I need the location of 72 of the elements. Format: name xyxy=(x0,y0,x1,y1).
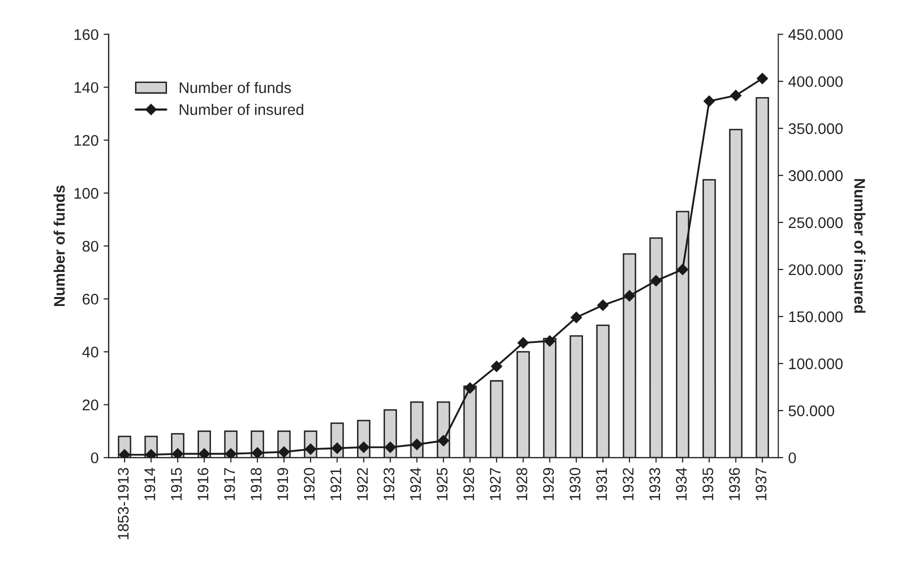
y-tick-label: 0 xyxy=(90,452,98,464)
x-tick-label: 1922 xyxy=(357,468,368,500)
x-tick-label: 1927 xyxy=(490,468,501,500)
point xyxy=(570,312,582,324)
x-tick-label: 1919 xyxy=(277,468,288,500)
point xyxy=(146,449,157,458)
y2-tick-label: 350.000 xyxy=(788,123,843,134)
x-tick-label: 1930 xyxy=(570,468,580,500)
x-tick-label: 1915 xyxy=(170,468,182,500)
x-tick-label: 1917 xyxy=(224,468,235,500)
y-tick-label: 80 xyxy=(82,240,98,252)
x-tick-label: 1933 xyxy=(649,468,660,500)
y-tick-label: 40 xyxy=(82,346,98,358)
x-tick-label: 1920 xyxy=(304,468,315,500)
y-tick-label: 160 xyxy=(74,29,98,40)
point xyxy=(464,382,476,394)
y2-tick-label: 250.000 xyxy=(788,217,843,228)
y-tick-label: 120 xyxy=(74,135,98,146)
point xyxy=(358,442,370,453)
x-tick-label: 1936 xyxy=(729,468,740,500)
point xyxy=(490,360,502,372)
x-tick-label: 1929 xyxy=(543,468,554,500)
x-tick-label: 1914 xyxy=(144,468,156,500)
point xyxy=(518,337,529,348)
x-tick-label: 1923 xyxy=(384,468,394,500)
x-tick-label: 1935 xyxy=(702,468,714,500)
legend-label: Number of funds xyxy=(180,82,291,94)
point xyxy=(278,446,290,458)
point xyxy=(411,438,422,450)
y2-tick-label: 0 xyxy=(788,452,796,464)
x-tick-label: 1921 xyxy=(330,468,342,500)
x-tick-label: 1916 xyxy=(198,468,208,500)
y2-tick-label: 200.000 xyxy=(788,264,843,276)
point xyxy=(650,275,662,286)
y2-tick-label: 400.000 xyxy=(788,76,843,88)
point xyxy=(544,335,556,347)
y-axis-title: Number of funds xyxy=(54,185,65,306)
y2-tick-label: 100.000 xyxy=(789,358,843,370)
point xyxy=(677,264,688,276)
point xyxy=(384,442,396,453)
y2-tick-label: 300.000 xyxy=(788,170,843,182)
point xyxy=(756,72,768,84)
x-tick-label: 1926 xyxy=(463,468,474,500)
x-tick-label: 1925 xyxy=(436,468,448,500)
y2-tick-label: 50.000 xyxy=(788,405,834,416)
point xyxy=(624,290,636,302)
y-tick-label: 100 xyxy=(74,188,98,199)
point xyxy=(438,435,450,446)
y2-tick-label: 450.000 xyxy=(788,29,843,40)
y-tick-label: 140 xyxy=(74,82,98,93)
x-tick-label: 1853-1913 xyxy=(118,468,129,540)
y2-axis-title: Number of insured xyxy=(854,179,866,313)
point xyxy=(198,448,210,458)
x-tick-label: 1937 xyxy=(756,468,766,500)
point xyxy=(252,447,264,458)
legend-label: Number of insured xyxy=(180,104,304,116)
point xyxy=(597,300,609,311)
x-tick-label: 1934 xyxy=(676,468,687,500)
point xyxy=(704,96,715,107)
x-tick-label: 1931 xyxy=(596,468,608,500)
x-tick-label: 1918 xyxy=(250,468,262,500)
x-tick-label: 1928 xyxy=(516,468,528,500)
y2-tick-label: 150.000 xyxy=(789,311,843,322)
point xyxy=(172,448,184,458)
x-tick-label: 1924 xyxy=(410,468,421,500)
y-tick-label: 60 xyxy=(82,294,98,305)
point xyxy=(332,442,343,454)
point xyxy=(118,449,130,458)
point xyxy=(730,90,742,102)
x-tick-label: 1932 xyxy=(622,468,634,500)
y-tick-label: 20 xyxy=(82,400,98,410)
point xyxy=(225,448,236,458)
